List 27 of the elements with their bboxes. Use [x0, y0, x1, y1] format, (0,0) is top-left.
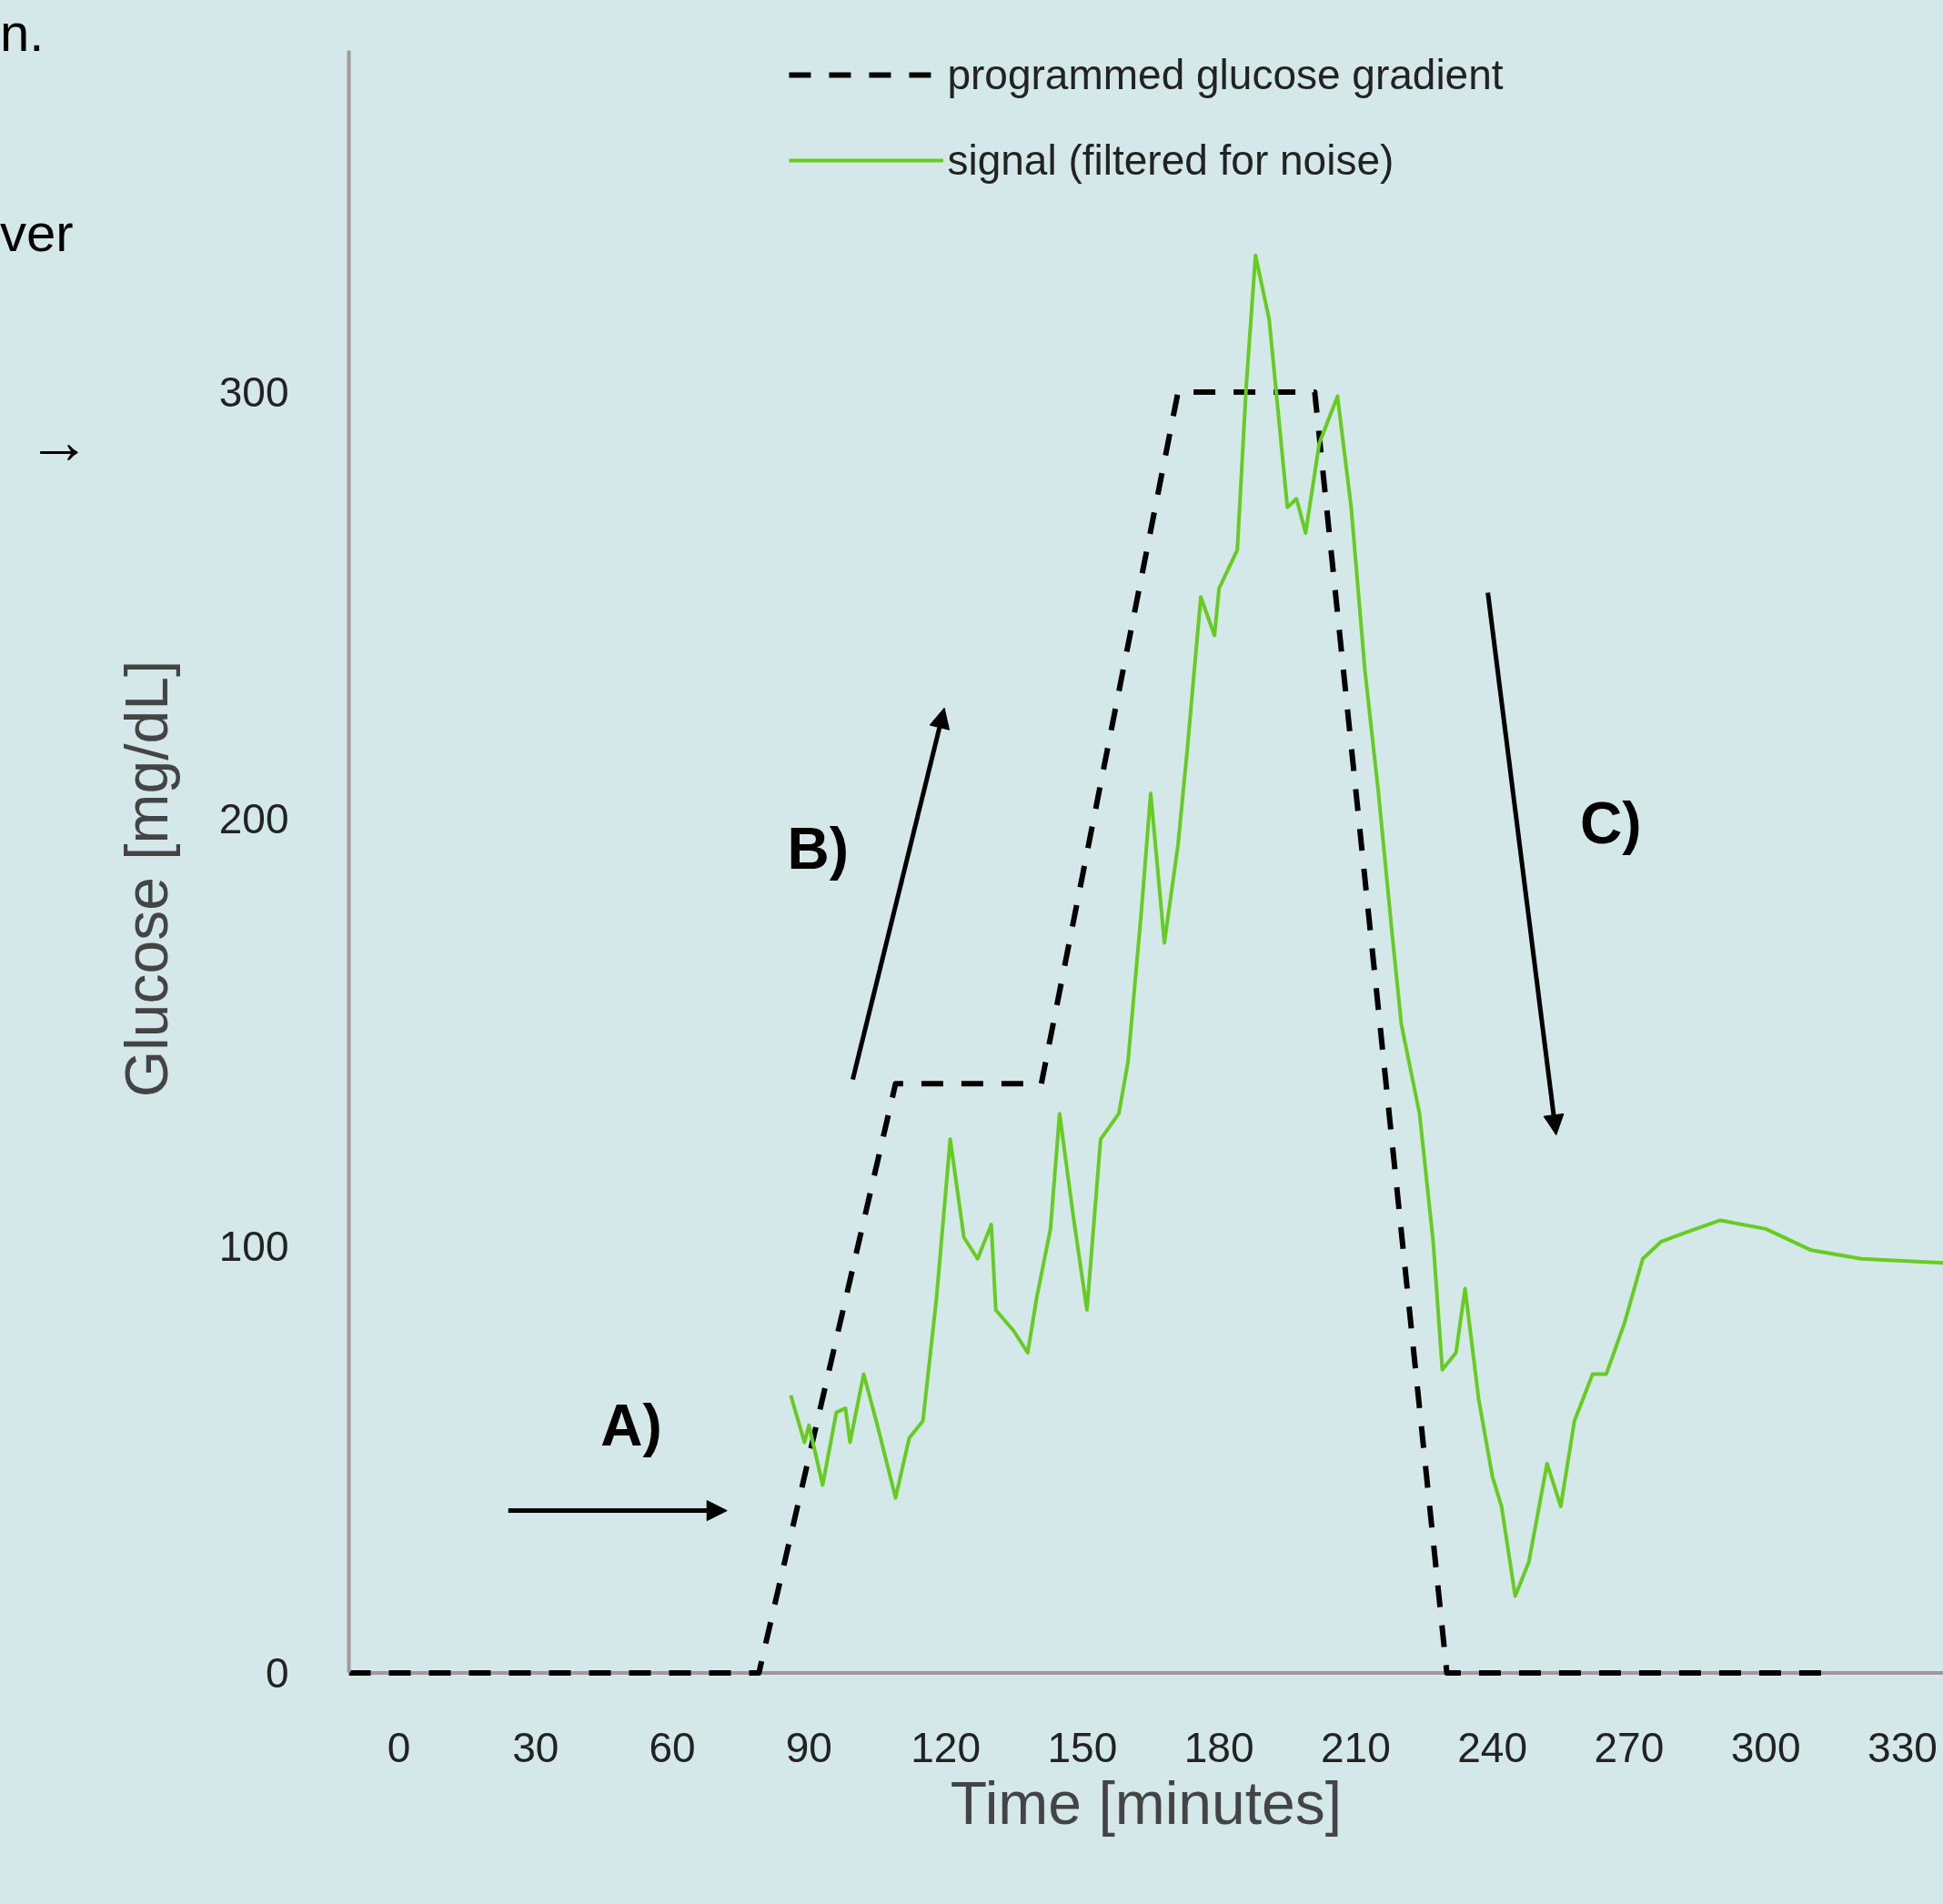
annotation: B)	[787, 816, 850, 882]
x-tick-label: 120	[911, 1723, 981, 1771]
y-tick-label: 0	[265, 1648, 289, 1697]
line-series	[789, 253, 1943, 1598]
x-tick-label: 210	[1321, 1723, 1391, 1771]
annotation: A)	[600, 1392, 662, 1458]
x-axis-title: Time [minutes]	[950, 1768, 1343, 1837]
x-tick-label: 300	[1730, 1723, 1801, 1771]
y-tick-label: 100	[218, 1222, 289, 1270]
annotation: n.	[0, 2, 45, 64]
x-tick-label: 60	[649, 1723, 696, 1771]
y-axis-title: Glucose [mg/dL]	[112, 660, 180, 1098]
x-tick-label: 150	[1047, 1723, 1118, 1771]
legend-label: signal (filtered for noise)	[947, 136, 1394, 185]
annotation: →	[27, 405, 91, 479]
legend-label: programmed glucose gradient	[947, 50, 1504, 99]
x-tick-label: 180	[1183, 1723, 1254, 1771]
x-tick-label: 90	[785, 1723, 832, 1771]
annotation: C)	[1580, 790, 1642, 856]
y-tick-label: 300	[218, 368, 289, 416]
x-tick-label: 270	[1594, 1723, 1665, 1771]
y-tick-label: 200	[218, 795, 289, 843]
annotation: ver	[0, 202, 74, 264]
x-tick-label: 330	[1867, 1723, 1938, 1771]
x-tick-label: 240	[1457, 1723, 1528, 1771]
x-tick-label: 0	[387, 1723, 411, 1771]
x-tick-label: 30	[512, 1723, 559, 1771]
